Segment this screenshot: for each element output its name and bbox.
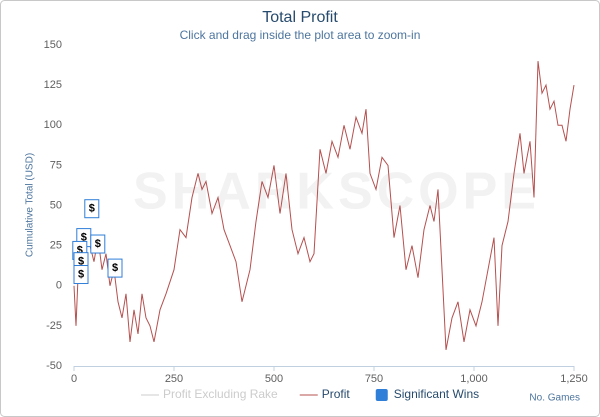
chart-subtitle: Click and drag inside the plot area to z… xyxy=(180,28,421,42)
y-tick-label: 50 xyxy=(50,199,62,211)
y-tick-label: 0 xyxy=(56,280,62,292)
flag-box xyxy=(84,199,100,219)
significant-win-flag: $ xyxy=(107,258,123,278)
x-tick-label: 1,250 xyxy=(560,373,588,385)
y-tick-label: 25 xyxy=(50,240,62,252)
significant-win-flag: $ xyxy=(84,199,100,219)
significant-win-flag: $ xyxy=(73,265,89,285)
watermark: SHARKSCOPE xyxy=(133,163,540,221)
x-tick-label: 750 xyxy=(365,373,383,385)
flag-box xyxy=(90,234,106,254)
legend-label: Profit xyxy=(322,387,351,401)
x-tick-label: 0 xyxy=(71,373,77,385)
legend-symbol xyxy=(375,389,388,401)
flag-box xyxy=(73,265,89,285)
flag-text: $ xyxy=(81,232,87,244)
y-axis-label: Cumulative Total (USD) xyxy=(25,153,36,257)
y-tick-label: -25 xyxy=(46,320,62,332)
flag-text: $ xyxy=(112,262,118,274)
flag-text: $ xyxy=(77,244,83,256)
flag-box xyxy=(107,258,123,278)
y-tick-label: 150 xyxy=(44,39,62,51)
x-axis-label: No. Games xyxy=(529,393,580,404)
significant-win-flag: $ xyxy=(90,234,106,254)
flag-text: $ xyxy=(95,238,101,250)
legend-label: Profit Excluding Rake xyxy=(163,387,278,401)
flag-text: $ xyxy=(89,203,95,215)
y-tick-label: 75 xyxy=(50,159,62,171)
profit-line xyxy=(73,61,575,350)
y-tick-label: -50 xyxy=(46,360,62,372)
legend-label: Significant Wins xyxy=(394,387,479,401)
flag-text: $ xyxy=(78,268,84,280)
chart-title: Total Profit xyxy=(262,9,338,26)
y-tick-label: 125 xyxy=(44,79,62,91)
flag-text: $ xyxy=(78,256,84,268)
x-tick-label: 1,000 xyxy=(460,373,488,385)
x-tick-label: 250 xyxy=(165,373,183,385)
x-tick-label: 500 xyxy=(265,373,283,385)
y-tick-label: 100 xyxy=(44,119,62,131)
